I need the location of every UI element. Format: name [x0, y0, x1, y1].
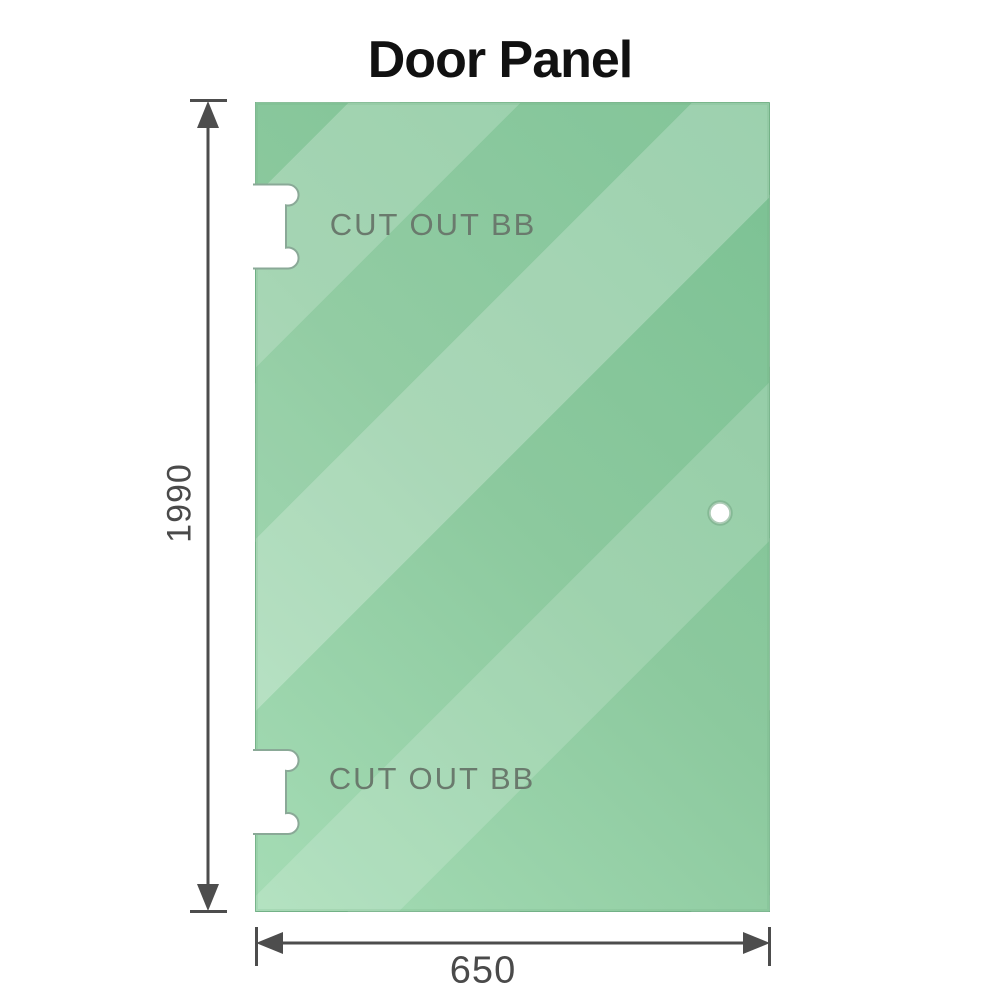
diagram-title: Door Panel	[367, 31, 634, 89]
handle-hole-icon	[707, 500, 733, 526]
width-dimension-label: 650	[449, 949, 517, 992]
hinge-cutout-top-icon	[252, 183, 300, 270]
width-dimension-arrow	[255, 927, 771, 966]
hinge-cutout-bottom-icon	[252, 748, 300, 836]
cutout-label-top: CUT OUT BB	[329, 207, 537, 242]
door-panel-glass	[255, 102, 770, 912]
height-dimension-arrow	[190, 99, 227, 913]
cutout-label-bottom: CUT OUT BB	[328, 761, 536, 796]
height-dimension-label: 1990	[160, 463, 199, 543]
